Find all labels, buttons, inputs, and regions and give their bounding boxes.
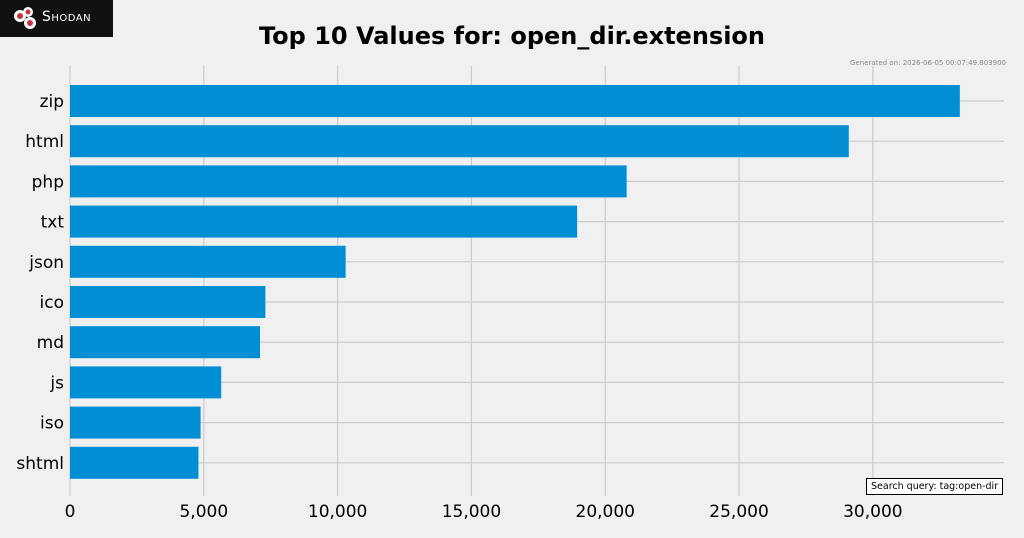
y-tick-label: shtml — [16, 454, 64, 474]
y-tick-label: js — [49, 373, 64, 393]
y-tick-label: json — [28, 253, 64, 273]
search-query-box: Search query: tag:open-dir — [866, 478, 1004, 495]
bar — [70, 125, 849, 158]
x-tick-label: 0 — [65, 502, 76, 522]
bar — [70, 366, 222, 399]
bar — [70, 85, 960, 117]
generated-timestamp: Generated on: 2026-06-05 00:07:49.803900 — [850, 59, 1006, 67]
bar — [70, 406, 201, 439]
x-tick-label: 15,000 — [442, 502, 501, 522]
y-tick-label: md — [37, 333, 64, 353]
bar — [70, 446, 199, 479]
bar — [70, 326, 261, 359]
y-tick-label: html — [25, 132, 64, 152]
bar — [70, 165, 627, 198]
x-tick-label: 20,000 — [576, 502, 635, 522]
x-tick-label: 25,000 — [709, 502, 768, 522]
chart-title: Top 10 Values for: open_dir.extension — [258, 22, 765, 50]
bar — [70, 205, 578, 238]
x-tick-label: 5,000 — [179, 502, 228, 522]
logo-text: Shodan — [42, 9, 92, 25]
y-tick-label: zip — [40, 92, 64, 112]
y-tick-label: txt — [41, 213, 65, 233]
bar — [70, 286, 266, 318]
y-tick-label: iso — [40, 414, 64, 434]
y-tick-label: ico — [40, 293, 64, 313]
y-tick-label: php — [32, 172, 64, 192]
shodan-logo: Shodan — [0, 0, 113, 37]
x-tick-label: 10,000 — [308, 502, 367, 522]
x-tick-label: 30,000 — [843, 502, 902, 522]
shodan-logo-icon — [14, 7, 36, 29]
bar — [70, 245, 346, 278]
